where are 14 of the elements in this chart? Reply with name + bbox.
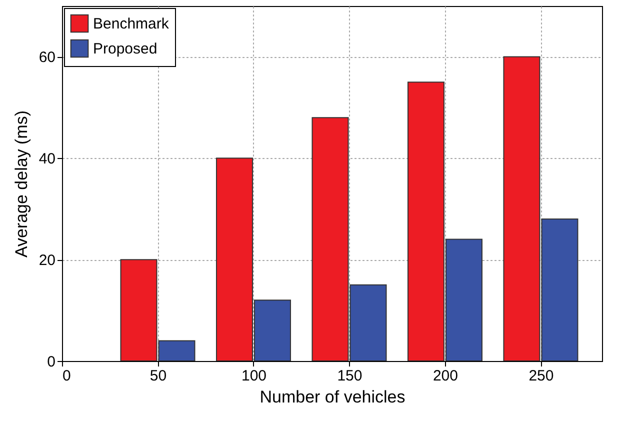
x-tick-label: 100 [241, 368, 267, 384]
y-tick-label: 40 [38, 150, 56, 168]
x-tick-label: 250 [528, 368, 554, 384]
legend-label: Benchmark [93, 16, 170, 32]
y-tick-label: 0 [47, 354, 56, 370]
x-tick-label: 0 [62, 368, 71, 384]
x-axis-title: Number of vehicles [260, 388, 406, 406]
x-tick-label: 50 [150, 368, 167, 384]
legend-label: Proposed [93, 40, 158, 58]
x-tick-label: 150 [337, 368, 362, 384]
y-axis-title: Average delay (ms) [12, 110, 31, 258]
x-tick-label: 200 [432, 368, 458, 384]
y-tick-label: 60 [38, 49, 56, 66]
y-tick-label: 20 [38, 252, 56, 270]
